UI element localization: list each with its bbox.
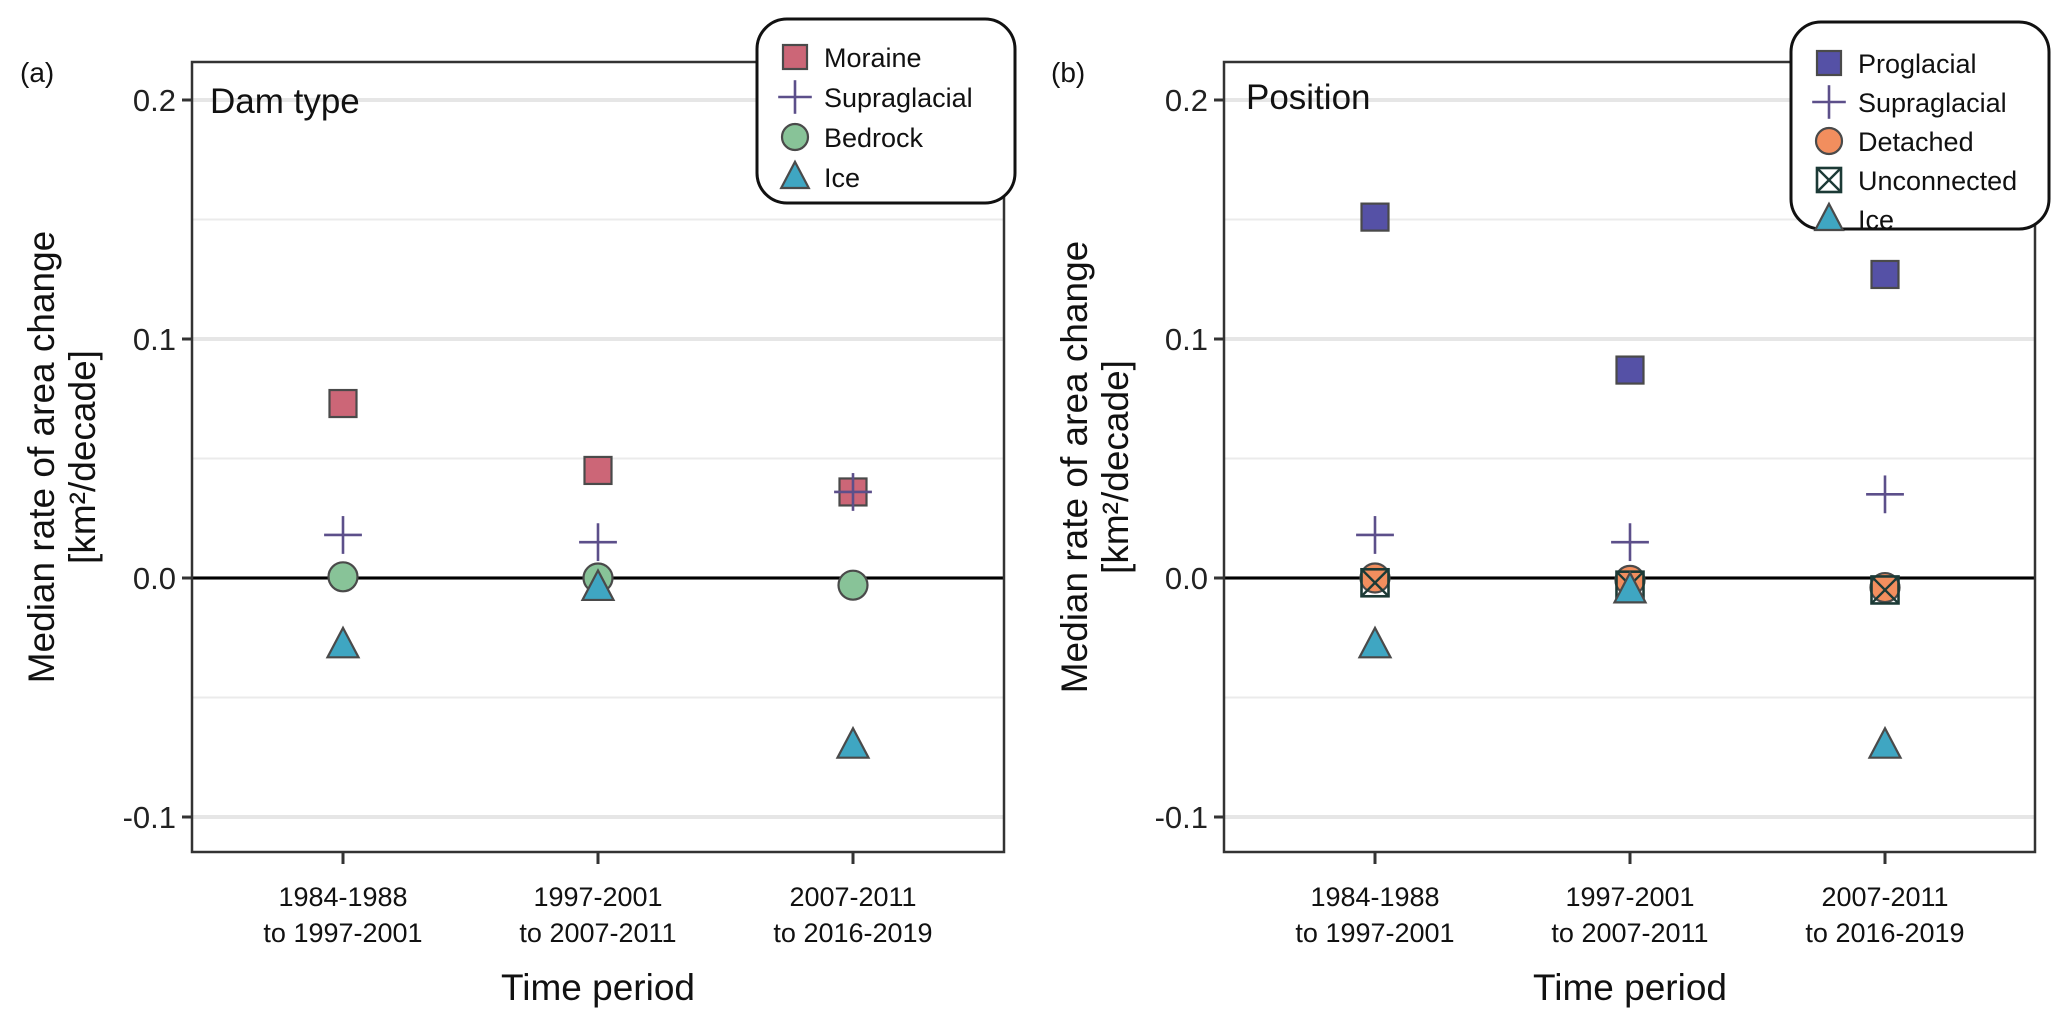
- legend-box: [755, 17, 1017, 205]
- circle-icon: [780, 122, 810, 152]
- legend-box: [1789, 20, 2051, 231]
- x-tick-label: to 2007-2011: [519, 918, 676, 948]
- y-tick-label: 0.0: [1165, 561, 1208, 596]
- square-icon: [781, 43, 809, 71]
- data-point: [324, 516, 362, 554]
- series-supraglacial: [324, 473, 872, 562]
- legend-label: Unconnected: [1858, 166, 2017, 196]
- data-point: [1867, 725, 1903, 759]
- plus-icon: [1812, 85, 1846, 119]
- legend-label: Supraglacial: [824, 83, 973, 113]
- boxed-x-icon: [1815, 166, 1843, 194]
- data-point: [1359, 562, 1391, 594]
- x-tick-label: 2007-2011: [1821, 882, 1948, 912]
- legend-label: Ice: [824, 163, 860, 193]
- x-tick-label: 1997-2001: [533, 882, 662, 912]
- data-point: [1866, 475, 1904, 514]
- series-ice: [1357, 570, 1903, 759]
- x-tick-label: to 1997-2001: [1295, 918, 1454, 948]
- panel-title: Dam type: [210, 82, 360, 121]
- legend-item: Unconnected: [1815, 166, 2017, 196]
- legend-label: Bedrock: [824, 123, 924, 153]
- panel-title: Position: [1246, 78, 1371, 117]
- data-point: [1870, 575, 1900, 605]
- data-point: [1357, 625, 1393, 659]
- legend: Proglacial Supraglacial Detached Unconnecte…: [1789, 20, 2051, 235]
- data-point: [579, 523, 617, 562]
- x-axis: 1984-1988 to 1997-2001 1997-2001 to 2007-20…: [1295, 852, 1965, 948]
- data-point: [583, 455, 613, 486]
- data-point: [328, 388, 358, 419]
- series-proglacial: [1360, 202, 1900, 385]
- data-point: [580, 568, 616, 602]
- data-marks: [324, 388, 872, 759]
- data-point: [1611, 523, 1649, 562]
- data-marks: [1356, 202, 1904, 759]
- y-axis: -0.1 0.0 0.1 0.2: [1155, 83, 1224, 835]
- legend-item: Supraglacial: [778, 80, 973, 114]
- legend-item: Proglacial: [1815, 49, 1977, 79]
- series-supraglacial: [1356, 475, 1904, 562]
- x-axis: 1984-1988 to 1997-2001 1997-2001 to 2007-20…: [263, 852, 933, 948]
- triangle-icon: [1813, 201, 1845, 232]
- legend-label: Proglacial: [1858, 49, 1977, 79]
- data-point: [835, 725, 871, 759]
- y-tick-label: 0.2: [133, 83, 176, 118]
- x-tick-label: to 2016-2019: [773, 918, 932, 948]
- data-point: [1615, 355, 1645, 385]
- x-axis-title: Time period: [1533, 967, 1727, 1008]
- data-point: [327, 561, 359, 593]
- panel-position: (b) Position -0.1 0.0 0.1 0.2 1984-1988 to 1…: [1051, 20, 2051, 1008]
- data-point: [1612, 570, 1648, 604]
- triangle-icon: [779, 159, 811, 190]
- legend-label: Detached: [1858, 127, 1974, 157]
- series-bedrock: [327, 561, 869, 601]
- data-point: [1360, 202, 1390, 232]
- panel-dam-type: (a) Dam type -0.1 0.0 0.1 0.2 1984-1988 to 1…: [20, 17, 1017, 1008]
- legend-item: Ice: [1813, 201, 1894, 235]
- data-point: [1356, 516, 1394, 554]
- plus-icon: [778, 80, 812, 114]
- legend-label: Supraglacial: [1858, 88, 2007, 118]
- y-tick-label: 0.1: [133, 322, 176, 357]
- series-ice: [325, 568, 871, 759]
- y-tick-label: 0.0: [133, 561, 176, 596]
- legend-item: Bedrock: [780, 122, 924, 153]
- y-axis-title-line1: Median rate of area change: [1054, 241, 1095, 694]
- x-axis-title: Time period: [501, 967, 695, 1008]
- legend-item: Detached: [1814, 126, 1974, 157]
- legend: Moraine Supraglacial Bedrock Ice: [755, 17, 1017, 205]
- panel-tag: (a): [20, 57, 54, 88]
- square-icon: [1815, 49, 1843, 77]
- x-tick-label: to 2007-2011: [1551, 918, 1708, 948]
- legend-label: Ice: [1858, 205, 1894, 235]
- circle-icon: [1814, 126, 1844, 156]
- x-tick-label: 1984-1988: [1310, 882, 1439, 912]
- legend-label: Moraine: [824, 43, 922, 73]
- y-tick-label: 0.1: [1165, 322, 1208, 357]
- data-point: [1360, 567, 1390, 598]
- y-axis-title-line2: [km²/decade]: [62, 350, 103, 564]
- y-tick-label: -0.1: [123, 800, 176, 835]
- x-tick-label: to 2016-2019: [1805, 918, 1964, 948]
- x-tick-label: 2007-2011: [789, 882, 916, 912]
- legend-item: Supraglacial: [1812, 85, 2007, 119]
- x-tick-label: 1984-1988: [278, 882, 407, 912]
- x-tick-label: 1997-2001: [1565, 882, 1694, 912]
- legend-item: Ice: [779, 159, 860, 193]
- data-point: [1870, 259, 1900, 290]
- legend-item: Moraine: [781, 43, 922, 73]
- y-axis-title-line2: [km²/decade]: [1095, 360, 1136, 574]
- data-point: [325, 625, 361, 659]
- data-point: [834, 473, 872, 511]
- y-axis: -0.1 0.0 0.1 0.2: [123, 83, 192, 835]
- data-point: [837, 569, 869, 601]
- panel-tag: (b): [1051, 57, 1085, 88]
- y-tick-label: 0.2: [1165, 83, 1208, 118]
- y-axis-title-line1: Median rate of area change: [21, 231, 62, 684]
- y-tick-label: -0.1: [1155, 800, 1208, 835]
- x-tick-label: to 1997-2001: [263, 918, 422, 948]
